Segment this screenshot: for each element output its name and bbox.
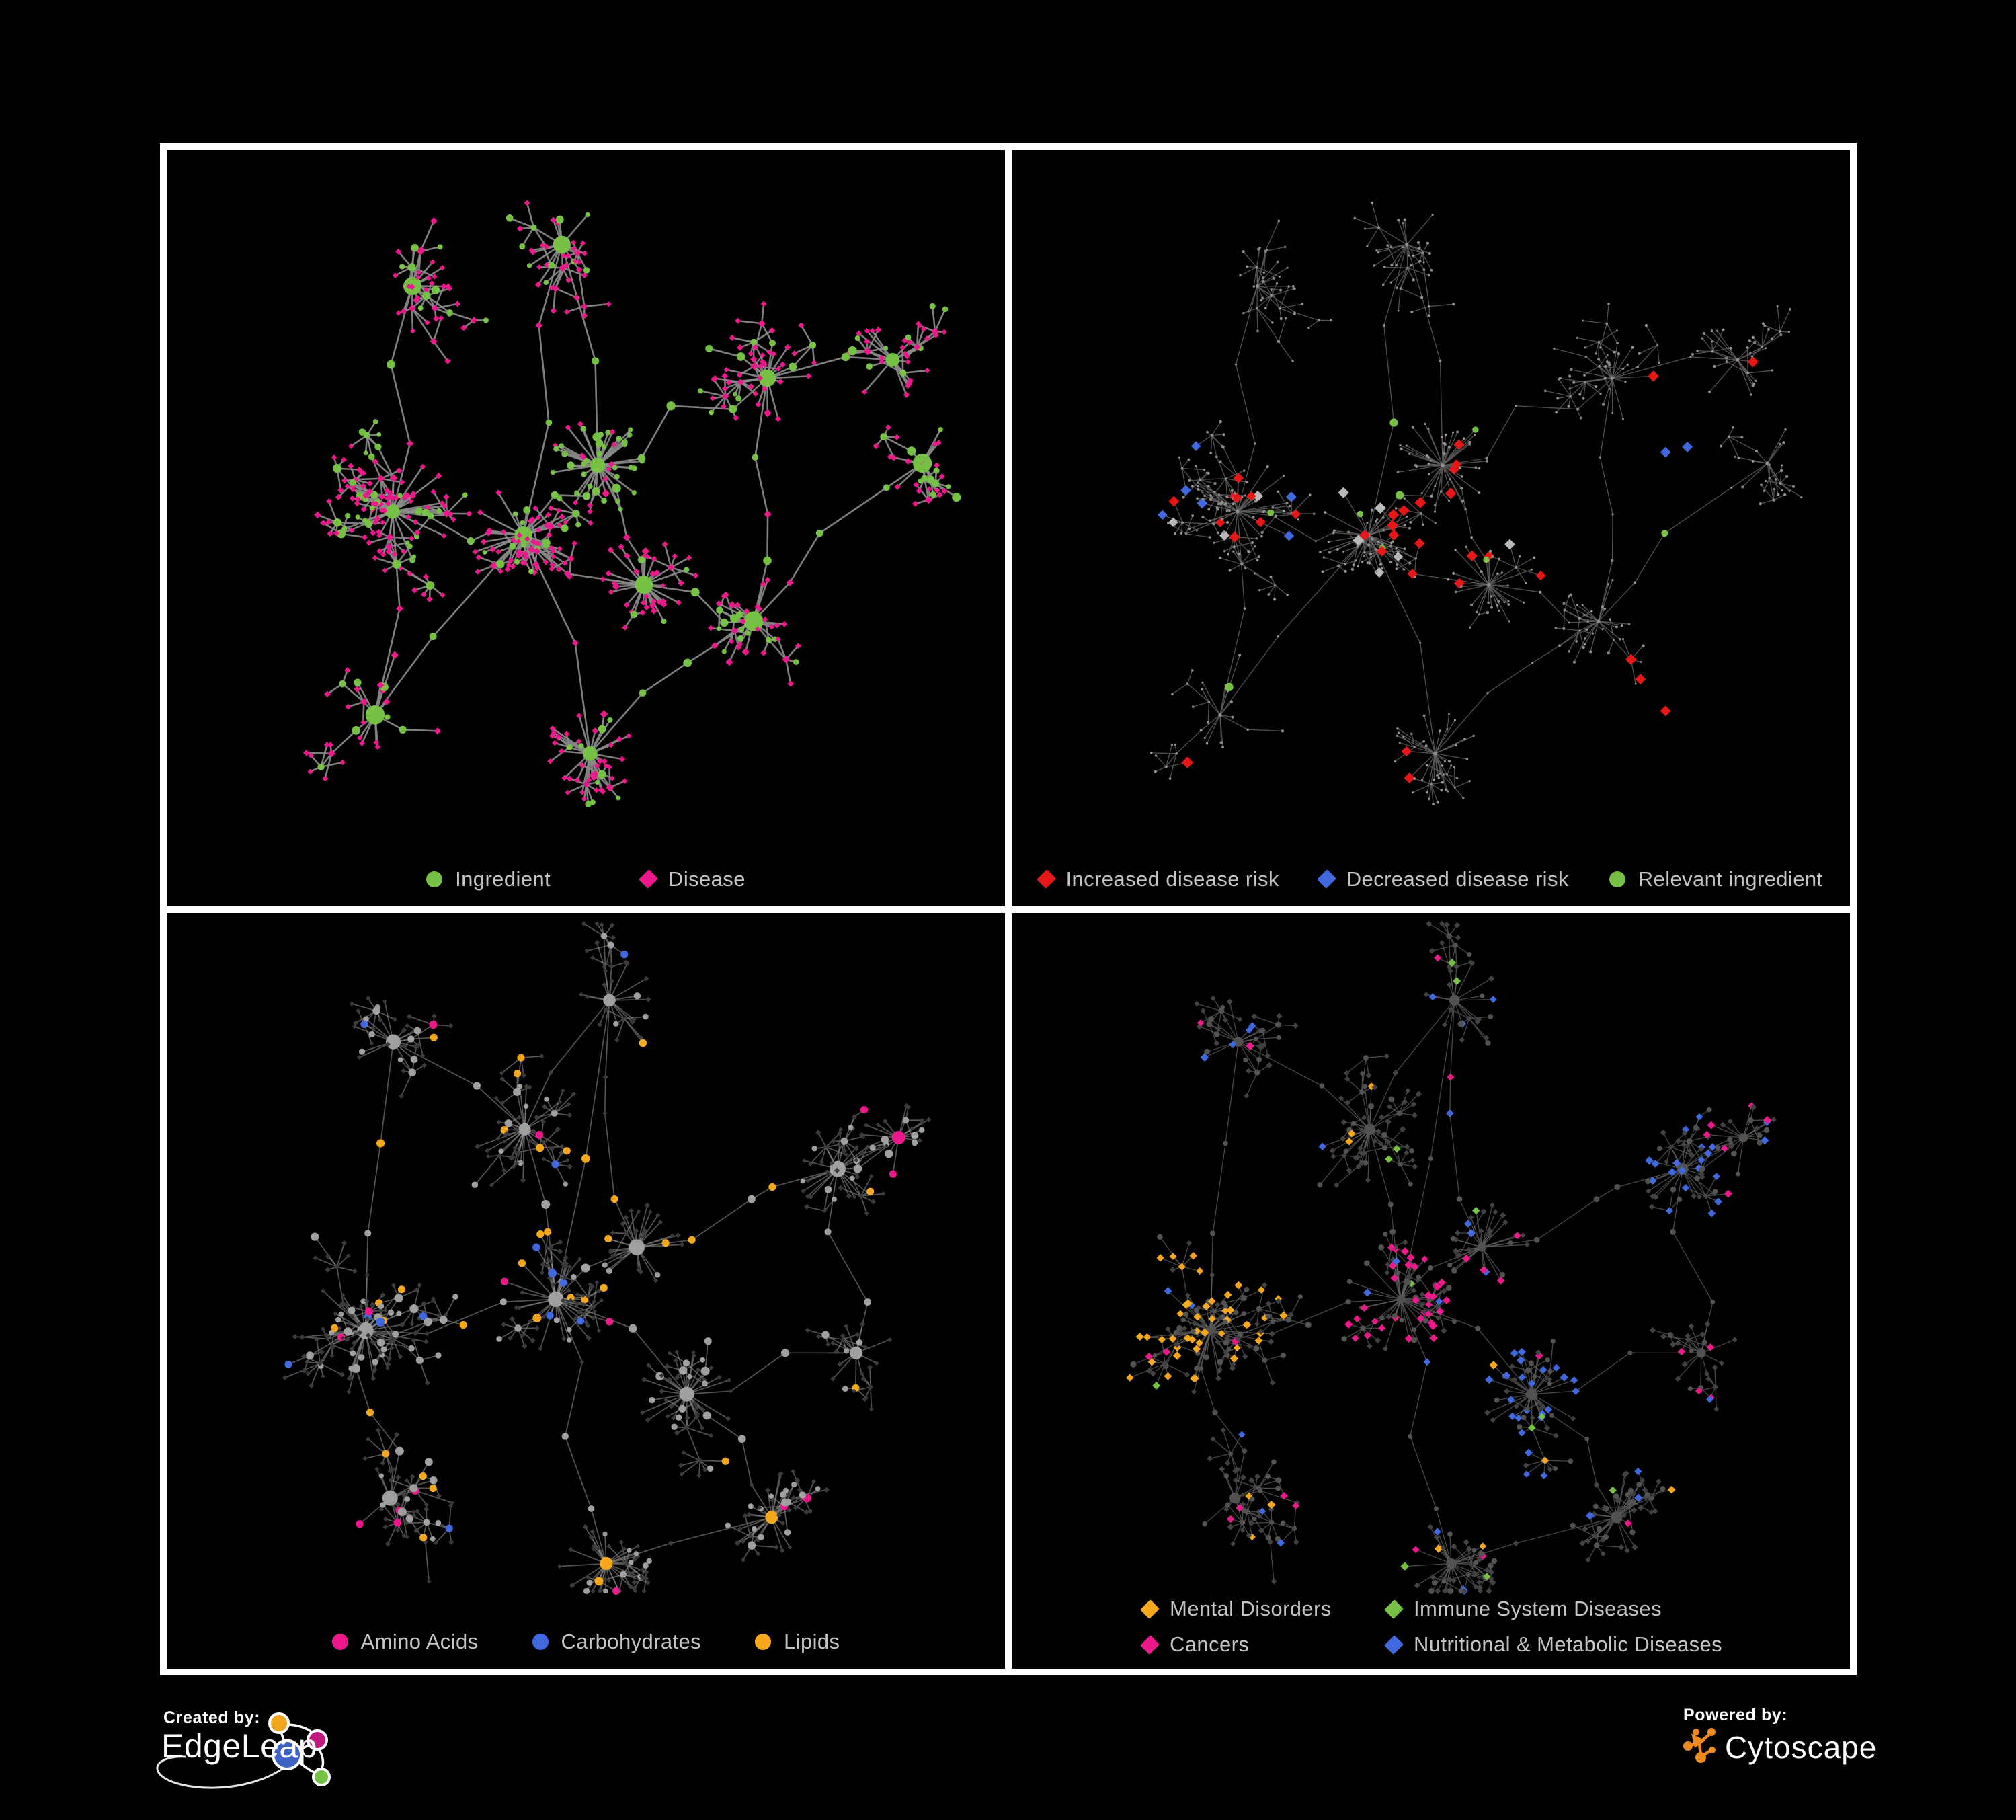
panel-grid: Ingredient Disease Increased disease ris… <box>160 143 1857 1675</box>
disease-marker-icon <box>639 869 658 889</box>
legend-item-amino-acids: Amino Acids <box>331 1630 479 1654</box>
legend-item-disease: Disease <box>639 867 745 892</box>
panel-disease-classes: Mental Disorders Immune System Diseases … <box>1012 912 1850 1669</box>
lipids-marker-icon <box>755 1634 772 1650</box>
legend-item-immune-system-diseases: Immune System Diseases <box>1384 1597 1722 1621</box>
panel-disease-risk: Increased disease risk Decreased disease… <box>1012 150 1850 906</box>
legend-label: Nutritional & Metabolic Diseases <box>1414 1632 1723 1656</box>
legend-item-carbohydrates: Carbohydrates <box>532 1630 702 1654</box>
legend-item-relevant-ingredient: Relevant ingredient <box>1609 867 1823 892</box>
ingredient-marker-icon <box>426 871 443 887</box>
edgeleap-logo-icon <box>156 1712 331 1789</box>
edgeleap-node-orange <box>268 1712 290 1734</box>
legend-item-lipids: Lipids <box>755 1630 840 1654</box>
edgeleap-node-magenta <box>307 1729 328 1751</box>
amino-acids-marker-icon <box>331 1634 348 1650</box>
legend-label: Decreased disease risk <box>1346 867 1569 891</box>
relevant-ingredient-marker-icon <box>1609 871 1625 887</box>
edgeleap-node-green <box>312 1768 331 1786</box>
panel-ingredient-classes: Amino Acids Carbohydrates Lipids <box>167 912 1005 1669</box>
increased-risk-marker-icon <box>1036 869 1056 889</box>
disease-risk-network <box>1150 201 1803 806</box>
node-types-legend: Ingredient Disease <box>167 867 1005 892</box>
legend-label: Relevant ingredient <box>1638 867 1823 891</box>
cytoscape-logo-icon <box>1683 1728 1716 1763</box>
disease-risk-legend: Increased disease risk Decreased disease… <box>1012 867 1850 892</box>
edgeleap-node-blue <box>272 1739 303 1770</box>
carbohydrates-marker-icon <box>532 1634 549 1650</box>
disease-classes-network <box>1126 920 1777 1595</box>
legend-item-increased-risk: Increased disease risk <box>1036 867 1279 892</box>
edgeleap-wordmark: EdgeLeap <box>161 1727 318 1765</box>
disease-classes-legend: Mental Disorders Immune System Diseases … <box>1140 1597 1723 1657</box>
legend-item-nutritional-metabolic-diseases: Nutritional & Metabolic Diseases <box>1384 1632 1723 1657</box>
legend-label: Immune System Diseases <box>1414 1597 1662 1620</box>
legend-label: Mental Disorders <box>1170 1597 1332 1620</box>
created-by-label: Created by: <box>163 1708 261 1727</box>
legend-label: Amino Acids <box>360 1630 479 1653</box>
legend-item-cancers: Cancers <box>1140 1632 1387 1657</box>
edgeleap-swoosh <box>156 1755 288 1789</box>
legend-label: Increased disease risk <box>1065 867 1279 891</box>
legend-label: Ingredient <box>455 867 551 891</box>
cancers-marker-icon <box>1140 1634 1160 1655</box>
legend-item-mental-disorders: Mental Disorders <box>1140 1597 1387 1621</box>
legend-item-decreased-risk: Decreased disease risk <box>1316 867 1569 892</box>
legend-label: Carbohydrates <box>561 1630 702 1653</box>
panel-node-types: Ingredient Disease <box>167 150 1005 906</box>
decreased-risk-marker-icon <box>1316 869 1336 889</box>
cytoscape-wordmark: Cytoscape <box>1725 1730 1878 1765</box>
legend-label: Disease <box>668 867 745 891</box>
ingredient-classes-legend: Amino Acids Carbohydrates Lipids <box>167 1630 1005 1654</box>
nutritional-diseases-marker-icon <box>1384 1634 1404 1655</box>
powered-by-label: Powered by: <box>1683 1706 1788 1725</box>
ingredient-classes-network <box>282 920 932 1595</box>
node-types-network <box>303 200 961 807</box>
legend-label: Lipids <box>784 1630 840 1653</box>
legend-label: Cancers <box>1170 1632 1250 1656</box>
immune-diseases-marker-icon <box>1384 1599 1404 1619</box>
legend-item-ingredient: Ingredient <box>426 867 551 892</box>
mental-disorders-marker-icon <box>1140 1599 1160 1619</box>
